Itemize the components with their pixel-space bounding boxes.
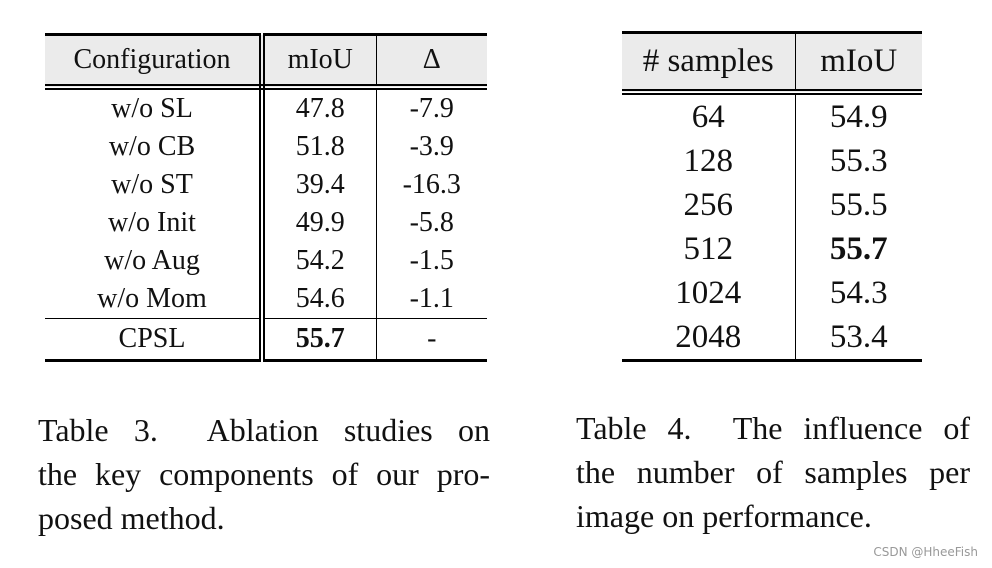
cell: - (376, 318, 487, 361)
table-4: # samples mIoU 64 54.9 128 55.3 256 55.5 512 55… (622, 31, 922, 362)
cell: -1.5 (409, 245, 454, 276)
cell: 64 (622, 92, 796, 139)
row: w/o Init 49.9 -5.8 (45, 204, 487, 242)
row: 64 54.9 (622, 92, 922, 139)
cell: -7.9 (409, 93, 454, 124)
bold-value: 55.7 (295, 323, 345, 354)
cell: -1.1 (409, 283, 454, 314)
cell: 512 (622, 227, 796, 271)
header-row: Configuration mIoU Δ (45, 34, 487, 90)
cell: CPSL (45, 318, 265, 361)
cell: 55.7 (795, 227, 922, 271)
cell: w/o SL (45, 87, 265, 128)
header-cell: Δ (376, 34, 487, 90)
bold-value: 55.7 (829, 230, 888, 267)
row: 256 55.5 (622, 183, 922, 227)
header-cell: mIoU (795, 32, 922, 95)
table-3: Configuration mIoU Δ w/o SL 47.8 -7.9 w/o C… (45, 33, 487, 362)
row: 2048 53.4 (622, 315, 922, 361)
cell: 54.9 (829, 98, 888, 135)
cell: w/o CB (45, 128, 265, 166)
cell: 47.8 (262, 87, 377, 128)
caption: Table 3. Ablation studies on the key comp… (38, 408, 490, 540)
caption-line: posed method. (38, 500, 225, 536)
row: CPSL 55.7- (45, 318, 487, 361)
cell: -3.9 (409, 131, 454, 162)
cell: w/o Aug (45, 242, 265, 280)
caption-line: the key components of our pro- (38, 456, 490, 492)
row: w/o SL 47.8 -7.9 (45, 87, 487, 128)
caption-line: the number of samples per (576, 454, 970, 490)
cell: w/o ST (45, 166, 265, 204)
cell: 256 (622, 183, 796, 227)
row: w/o Mom 54.6 -1.1 (45, 280, 487, 319)
watermark: CSDN @HheeFish (873, 545, 978, 559)
cell: -5.8 (409, 207, 454, 238)
cell: 1024 (622, 271, 796, 315)
caption-line: Table 4. The influence of (576, 410, 970, 446)
cell: 54.2 (262, 242, 377, 280)
cell: w/o Mom (45, 280, 265, 319)
header-cell: Configuration (45, 34, 265, 90)
row: 128 55.3 (622, 139, 922, 183)
cell: 54.3 (829, 274, 888, 311)
caption: Table 4. The influence of the number of s… (576, 406, 970, 538)
cell: 55.5 (829, 186, 888, 223)
cell: 2048 (622, 315, 796, 361)
cell: 54.6 (262, 280, 377, 319)
row: 512 55.7 (622, 227, 922, 271)
cell: 39.4 (262, 166, 377, 204)
row: w/o CB 51.8 -3.9 (45, 128, 487, 166)
caption-line: image on performance. (576, 498, 872, 534)
row: w/o ST 39.4 -16.3 (45, 166, 487, 204)
row: 1024 54.3 (622, 271, 922, 315)
header-row: # samples mIoU (622, 32, 922, 95)
cell: 55.3 (829, 142, 888, 179)
cell: 128 (622, 139, 796, 183)
cell: 49.9 (262, 204, 377, 242)
header-cell: mIoU (262, 34, 377, 90)
cell: 53.4 (829, 318, 888, 355)
cell: w/o Init (45, 204, 265, 242)
cell: 51.8 (262, 128, 377, 166)
caption-line: Table 3. Ablation studies on (38, 412, 490, 448)
header-cell: # samples (622, 32, 796, 95)
row: w/o Aug 54.2 -1.5 (45, 242, 487, 280)
cell: -16.3 (402, 169, 461, 200)
cell: 55.7 (262, 318, 377, 361)
